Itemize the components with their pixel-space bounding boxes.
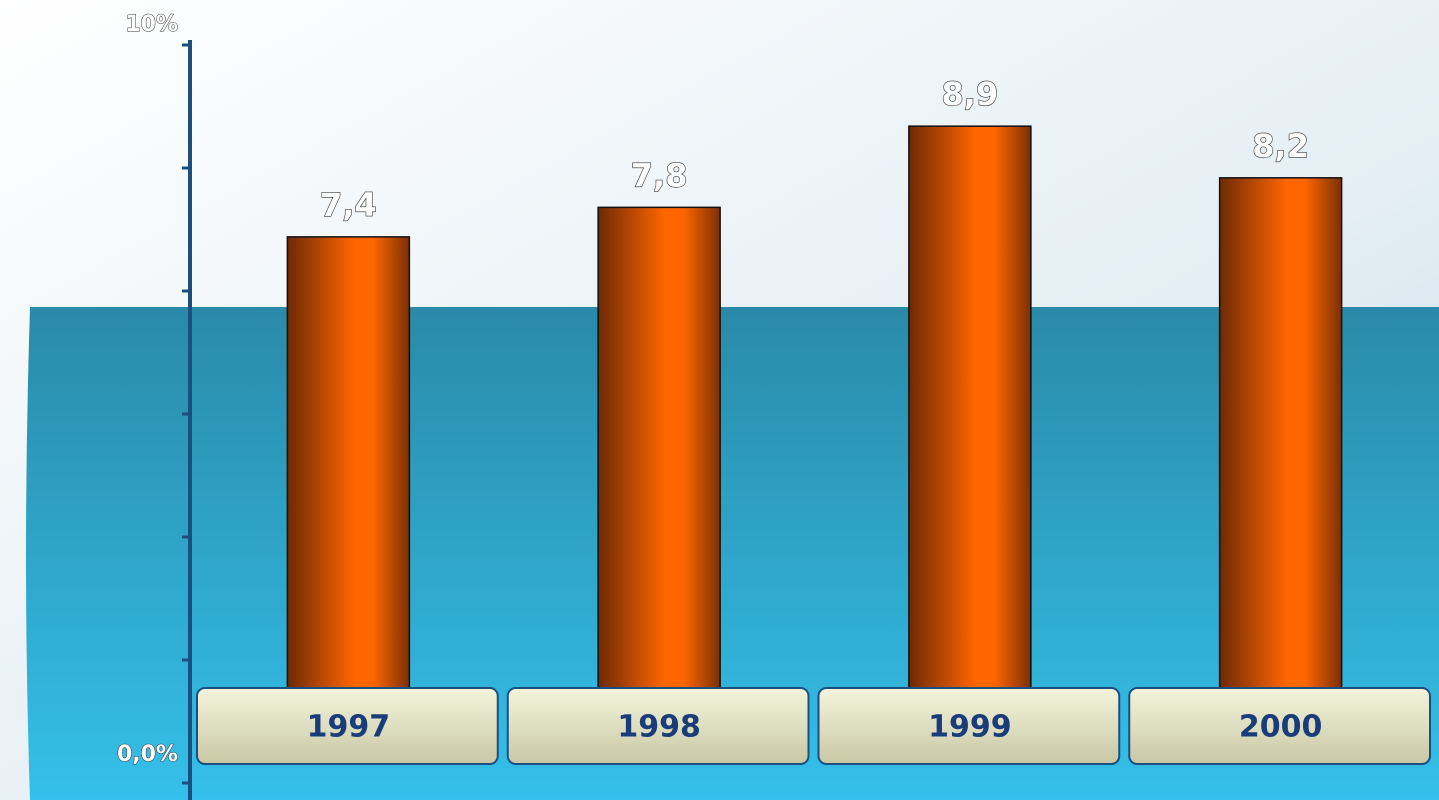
x-tick-label: 1998 — [617, 710, 701, 745]
category-box — [196, 687, 499, 765]
bar — [1218, 177, 1343, 691]
category-box — [817, 687, 1121, 765]
value-label: 8,9 — [942, 75, 999, 113]
value-label: 7,8 — [631, 156, 688, 194]
x-tick-label: 1997 — [307, 710, 391, 745]
bar — [286, 236, 411, 691]
x-tick-label: 1999 — [928, 710, 1012, 745]
value-label: 8,2 — [1252, 127, 1309, 165]
minor-ticks — [182, 166, 190, 662]
x-tick-label: 2000 — [1239, 710, 1323, 745]
bar — [908, 125, 1032, 691]
y-tick-label: 0,0% — [117, 742, 178, 767]
plot: 10% 0,0% 7,4 1997 7,8 1998 8,9 1999 8,2 2000 — [116, 12, 1431, 785]
category-box — [506, 687, 810, 765]
category-box — [1128, 687, 1431, 765]
value-label: 7,4 — [320, 186, 377, 224]
y-tick-label: 10% — [125, 12, 178, 37]
bar — [597, 206, 721, 691]
